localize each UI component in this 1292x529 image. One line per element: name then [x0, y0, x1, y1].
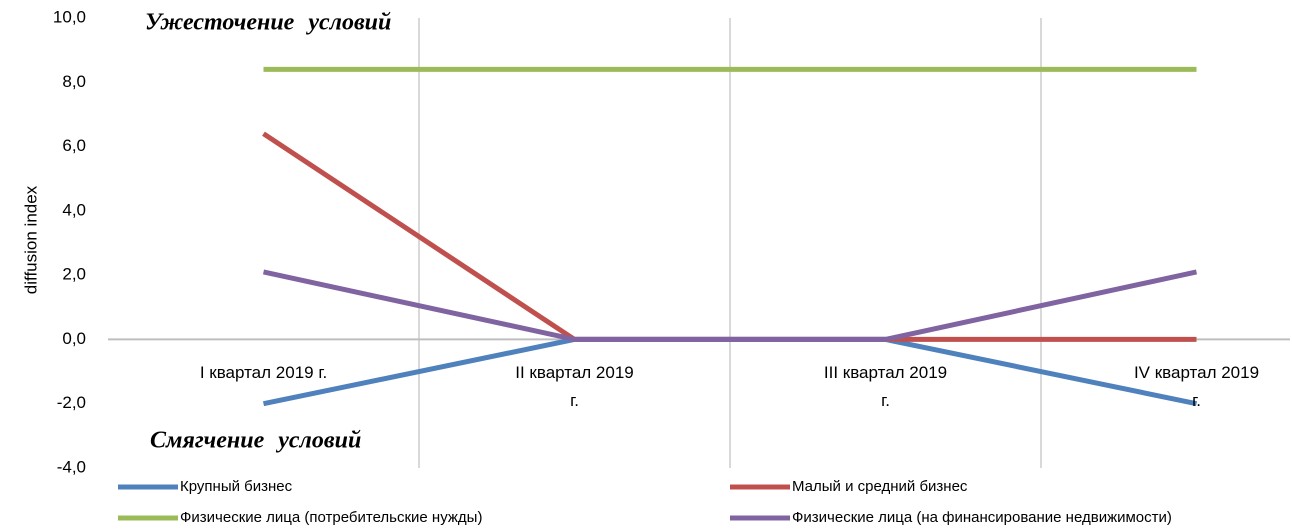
y-tick-label: 4,0: [62, 200, 86, 219]
y-tick-label: -4,0: [57, 457, 86, 476]
y-axis-label: diffusion index: [21, 185, 40, 294]
legend-label: Физические лица (потребительские нужды): [180, 509, 482, 526]
x-tick-label: II квартал 2019 г.: [515, 363, 634, 411]
x-tick-label: I квартал 2019 г.: [199, 363, 328, 383]
y-tick-label: 0,0: [62, 329, 86, 348]
x-tick-label: III квартал 2019 г.: [823, 363, 948, 411]
series-line: [262, 269, 1198, 342]
legend-label: Физические лица (на финансирование недви…: [792, 509, 1172, 526]
y-tick-label: 2,0: [62, 265, 86, 284]
y-tick-label: 6,0: [62, 136, 86, 155]
legend-label: Крупный бизнес: [180, 478, 293, 495]
annotation: Ужесточение условий: [145, 10, 391, 36]
x-tick-label: IV квартал 2019 г.: [1133, 363, 1260, 411]
y-tick-label: -2,0: [57, 393, 86, 412]
y-tick-label: 8,0: [62, 72, 86, 91]
annotation: Смягчение условий: [150, 428, 361, 454]
y-tick-label: 10,0: [53, 7, 86, 26]
legend-label: Малый и средний бизнес: [792, 478, 968, 495]
